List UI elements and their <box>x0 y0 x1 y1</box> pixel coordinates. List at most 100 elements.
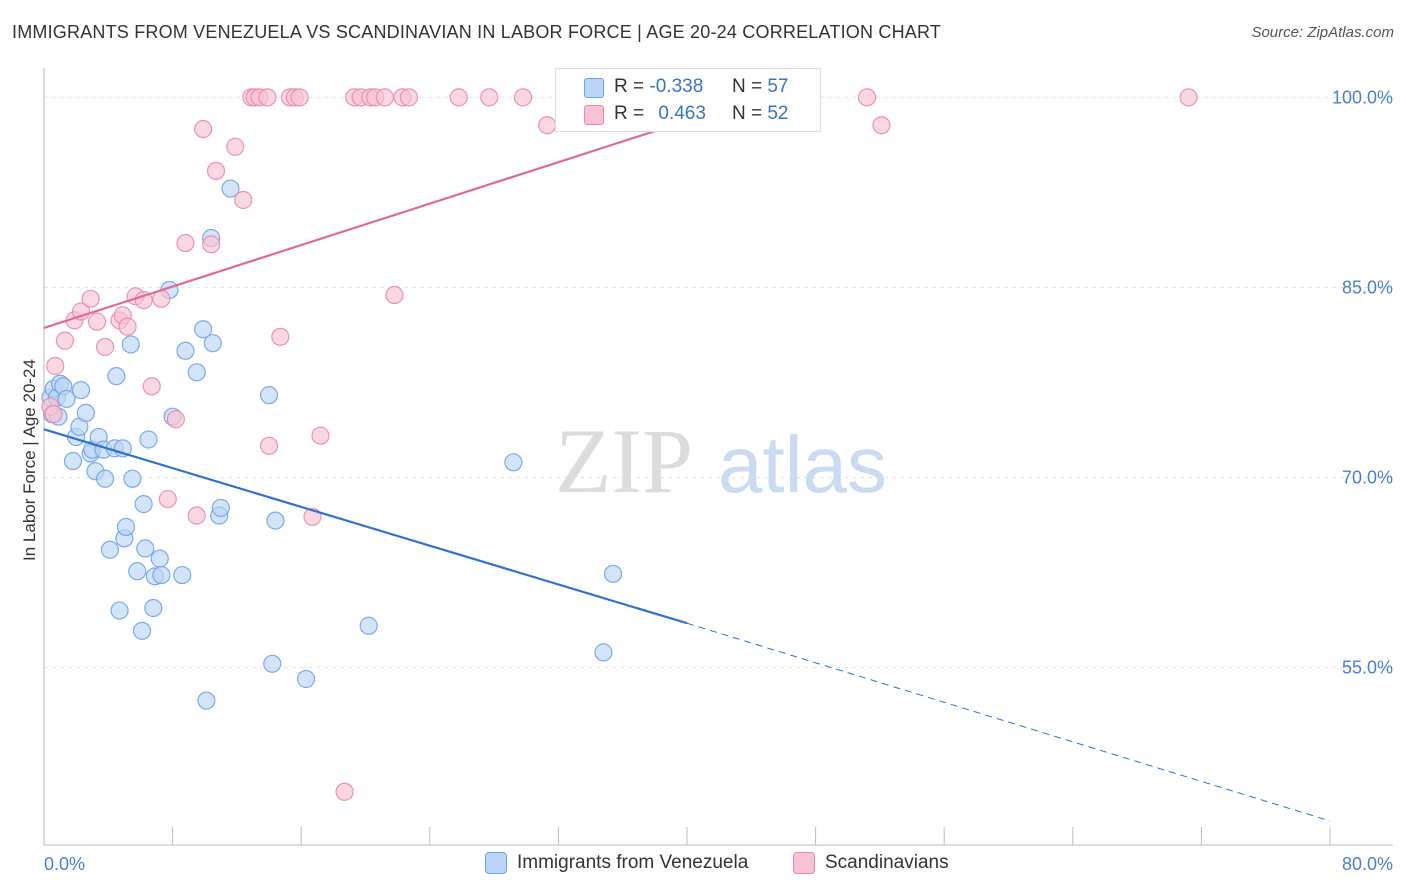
point-pink-46 <box>480 88 499 107</box>
point-blue-8 <box>63 451 83 471</box>
point-blue-42 <box>194 320 213 339</box>
point-pink-16 <box>158 489 177 509</box>
point-pink-24 <box>234 190 253 210</box>
legend-n-label: N = <box>731 103 763 124</box>
stats-legend: R = -0.338 N = 57 R = 0.463 N = 52 <box>555 68 821 132</box>
legend-blue-n: 57 <box>767 76 789 97</box>
point-pink-8 <box>95 337 115 357</box>
legend-blue-r: -0.338 <box>649 76 704 97</box>
trend-line-scandinavians <box>43 93 768 330</box>
x-tick-label-max: 80.0% <box>1342 854 1393 874</box>
point-pink-17 <box>166 410 185 429</box>
legend-label-scandinavians: Scandinavians <box>825 852 949 873</box>
point-pink-22 <box>206 161 226 180</box>
gridlines <box>44 96 1393 669</box>
point-blue-54 <box>504 453 523 472</box>
legend-item-venezuela: Immigrants from Venezuela <box>485 852 748 874</box>
axes <box>43 68 1393 846</box>
point-blue-50 <box>266 511 285 530</box>
point-pink-2 <box>46 356 65 376</box>
point-pink-29 <box>259 436 279 455</box>
trend-lines <box>43 93 1331 822</box>
point-blue-56 <box>603 564 623 583</box>
point-blue-51 <box>263 654 282 673</box>
point-blue-53 <box>359 616 378 635</box>
point-blue-25 <box>116 517 136 537</box>
point-blue-28 <box>128 562 147 581</box>
point-pink-36 <box>335 782 354 801</box>
point-pink-52 <box>1179 88 1198 107</box>
point-blue-11 <box>71 380 91 400</box>
point-pink-7 <box>87 312 107 331</box>
point-blue-21 <box>107 367 126 386</box>
point-blue-30 <box>134 495 153 514</box>
point-pink-44 <box>399 88 419 107</box>
legend-pink-r: 0.463 <box>658 103 706 124</box>
legend-swatch-venezuela <box>485 852 507 874</box>
trend-line-venezuela-extrapolated <box>686 622 1331 822</box>
point-pink-11 <box>118 317 137 336</box>
point-blue-22 <box>110 601 129 620</box>
point-blue-35 <box>150 549 169 568</box>
point-pink-47 <box>513 88 533 107</box>
point-blue-40 <box>176 341 195 360</box>
legend-swatch-pink <box>584 105 604 125</box>
point-pink-41 <box>375 88 394 107</box>
point-pink-18 <box>176 233 195 253</box>
point-blue-19 <box>100 540 120 559</box>
point-blue-52 <box>296 669 316 689</box>
point-blue-39 <box>173 565 192 585</box>
point-pink-51 <box>872 116 891 135</box>
x-tick-label-min: 0.0% <box>44 854 85 874</box>
legend-n-label: N = <box>731 76 763 97</box>
point-blue-27 <box>123 469 142 488</box>
point-pink-48 <box>538 116 557 135</box>
watermark-zip: ZIP <box>555 410 693 512</box>
point-blue-47 <box>211 498 230 518</box>
point-blue-41 <box>187 363 206 382</box>
point-pink-6 <box>81 289 100 308</box>
point-blue-32 <box>139 430 158 449</box>
point-pink-13 <box>134 290 153 310</box>
point-pink-1 <box>44 405 63 424</box>
legend-row-blue: R = -0.338 N = 57 <box>614 75 788 99</box>
data-points <box>41 88 1198 801</box>
point-blue-36 <box>152 565 171 585</box>
point-blue-43 <box>197 691 216 710</box>
point-blue-26 <box>121 335 140 354</box>
y-tick-label-3: 100.0% <box>1332 87 1393 107</box>
point-pink-23 <box>226 137 245 156</box>
point-blue-12 <box>76 403 95 422</box>
point-blue-48 <box>221 179 240 198</box>
legend-r-label: R = <box>614 103 645 124</box>
point-blue-49 <box>259 386 279 405</box>
point-pink-21 <box>202 235 221 254</box>
point-pink-30 <box>271 327 290 346</box>
point-pink-45 <box>449 88 468 107</box>
y-tick-label-1: 70.0% <box>1342 468 1393 488</box>
point-pink-42 <box>385 285 404 305</box>
y-tick-labels: 55.0% 70.0% 85.0% 100.0% <box>1332 87 1393 677</box>
legend-r-label: R = <box>614 76 645 97</box>
point-pink-28 <box>258 88 277 107</box>
legend-item-scandinavians: Scandinavians <box>793 852 949 874</box>
point-pink-20 <box>194 119 213 139</box>
point-pink-50 <box>857 88 877 107</box>
chart-title: IMMIGRANTS FROM VENEZUELA VS SCANDINAVIA… <box>12 22 942 42</box>
trend-line-venezuela <box>43 428 688 625</box>
point-blue-29 <box>132 621 152 640</box>
point-blue-33 <box>144 598 163 618</box>
point-pink-14 <box>142 377 161 396</box>
legend-swatch-blue <box>584 78 604 98</box>
point-pink-33 <box>290 88 309 107</box>
y-tick-label-2: 85.0% <box>1342 277 1393 297</box>
point-pink-19 <box>187 506 206 525</box>
legend-label-venezuela: Immigrants from Venezuela <box>517 852 749 873</box>
point-blue-18 <box>95 469 115 488</box>
point-blue-31 <box>136 539 155 558</box>
y-tick-label-0: 55.0% <box>1342 658 1393 678</box>
series-legend: Immigrants from Venezuela Scandinavians <box>0 852 1406 878</box>
legend-pink-n: 52 <box>767 103 789 124</box>
point-pink-3 <box>55 331 74 350</box>
